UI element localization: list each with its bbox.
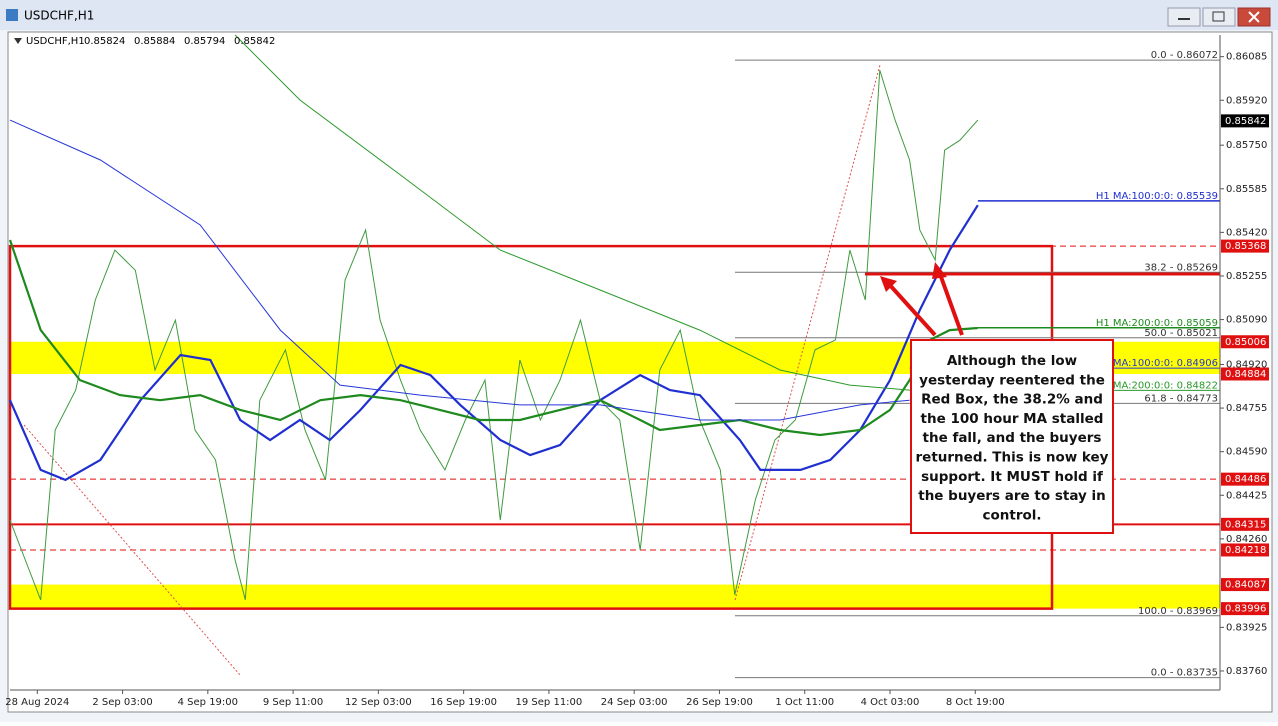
x-tick-label: 19 Sep 11:00 — [516, 697, 583, 708]
annotation-line: control. — [982, 507, 1041, 523]
annotation-line: the 100 hour MA stalled — [921, 411, 1104, 427]
fib-label: 61.8 - 0.84773 — [1144, 393, 1218, 404]
level-tag-label: 0.85006 — [1225, 337, 1266, 348]
level-tag-label: 0.84884 — [1225, 369, 1266, 380]
level-tag — [1221, 367, 1269, 381]
level-tag-label: 0.84218 — [1225, 545, 1266, 556]
header-ohlc: 0.85884 — [134, 36, 175, 47]
header-ohlc: 0.85842 — [234, 36, 275, 47]
level-tag-label: 0.84315 — [1225, 519, 1266, 530]
x-tick-label: 4 Oct 03:00 — [861, 697, 920, 708]
level-tag-label: 0.85368 — [1225, 241, 1266, 252]
x-tick-label: 28 Aug 2024 — [5, 697, 69, 708]
arrow — [886, 281, 937, 337]
window-title: USDCHF,H1 — [24, 9, 94, 23]
level-tag — [1221, 114, 1269, 128]
series-line — [234, 34, 910, 391]
x-tick-label: 16 Sep 19:00 — [430, 697, 497, 708]
maximize-button[interactable] — [1202, 7, 1236, 27]
fib-label: 50.0 - 0.85021 — [1144, 328, 1218, 339]
series-line — [9, 69, 979, 601]
series-line — [8, 239, 978, 437]
annotation-line: Red Box, the 38.2% and — [921, 392, 1103, 408]
header-ohlc: 0.85824 — [84, 36, 125, 47]
level-tag — [1221, 335, 1269, 349]
y-tick-label: 0.84920 — [1226, 359, 1267, 370]
y-tick-label: 0.85750 — [1226, 140, 1267, 151]
header-marker — [14, 38, 22, 44]
x-tick-label: 26 Sep 19:00 — [686, 697, 753, 708]
x-tick-label: 9 Sep 11:00 — [263, 697, 323, 708]
annotation-line: support. It MUST hold if — [921, 469, 1103, 485]
annotation-box — [910, 339, 1114, 534]
y-tick-label: 0.84755 — [1226, 403, 1267, 414]
y-tick-label: 0.83925 — [1226, 622, 1267, 633]
y-tick-label: 0.84260 — [1226, 534, 1267, 545]
x-tick-label: 8 Oct 19:00 — [946, 697, 1005, 708]
level-tag — [1221, 602, 1269, 616]
fib-trend-line — [23, 424, 241, 676]
annotation-line: Although the low — [947, 353, 1077, 369]
ma-label: H1 MA:100:0:0: 0.85539 — [1096, 191, 1218, 202]
y-tick-label: 0.85090 — [1226, 315, 1267, 326]
level-tag — [1221, 543, 1269, 557]
ma-label: H4 MA:100:0:0: 0.84906 — [1096, 358, 1218, 369]
level-tag — [1221, 578, 1269, 592]
arrow-head — [880, 276, 897, 292]
arrow-head — [932, 262, 947, 279]
level-tag-label: 0.84087 — [1225, 580, 1266, 591]
series-line — [8, 204, 979, 482]
close-icon — [1248, 11, 1260, 23]
axes: 0.85824 0.85884 0.85794 0.85842 0.86085 0.859… — [5, 36, 1269, 708]
x-tick-label: 24 Sep 03:00 — [601, 697, 668, 708]
level-tag-label: 0.85842 — [1225, 116, 1266, 127]
header-ohlc: 0.85794 — [184, 36, 225, 47]
level-tag — [1221, 472, 1269, 486]
annotation-line: yesterday reentered the — [919, 372, 1105, 388]
fib-trend-line — [734, 64, 881, 601]
y-tick-label: 0.85255 — [1226, 271, 1267, 282]
minimize-button[interactable] — [1167, 7, 1201, 27]
yellow-zone — [10, 584, 1220, 609]
arrow — [938, 273, 964, 336]
level-tag-label: 0.83996 — [1225, 604, 1266, 615]
y-tick-label: 0.85920 — [1226, 95, 1267, 106]
level-tag — [1221, 239, 1269, 253]
x-tick-label: 2 Sep 03:00 — [92, 697, 152, 708]
series-line — [9, 119, 910, 421]
header-symbol: USDCHF,H1 — [26, 36, 85, 47]
maximize-icon — [1212, 11, 1225, 22]
x-tick-label: 12 Sep 03:00 — [345, 697, 412, 708]
x-tick-label: 1 Oct 11:00 — [775, 697, 834, 708]
y-tick-label: 0.83760 — [1226, 666, 1267, 677]
annotation-line: the buyers are to stay in — [918, 488, 1106, 504]
fib-label: 100.0 - 0.83969 — [1138, 606, 1218, 617]
ma-label: H1 MA:200:0:0: 0.85059 — [1096, 318, 1218, 329]
annotation-line: the fall, and the buyers — [923, 430, 1102, 446]
title-bar — [0, 0, 1278, 30]
app-icon — [6, 9, 18, 21]
y-tick-label: 0.85585 — [1226, 184, 1267, 195]
fib-label: 0.0 - 0.86072 — [1151, 50, 1218, 61]
y-tick-label: 0.86085 — [1226, 52, 1267, 63]
plot: H1 MA:100:0:0: 0.85539 H1 MA:200:0:0: 0.8… — [8, 34, 1220, 601]
fib-label: 0.0 - 0.83735 — [1151, 668, 1218, 679]
level-tag — [1221, 517, 1269, 531]
y-tick-label: 0.85420 — [1226, 227, 1267, 238]
level-tag-label: 0.84486 — [1225, 474, 1266, 485]
y-tick-label: 0.84590 — [1226, 447, 1267, 458]
y-tick-label: 0.84425 — [1226, 490, 1267, 501]
x-tick-label: 4 Sep 19:00 — [178, 697, 238, 708]
annotation-line: returned. This is now key — [916, 450, 1109, 466]
fib-label: 38.2 - 0.85269 — [1144, 262, 1218, 273]
ma-label: H4 MA:200:0:0: 0.84822 — [1096, 380, 1218, 391]
annotation: Although the low yesterday reentered the R… — [916, 353, 1109, 523]
